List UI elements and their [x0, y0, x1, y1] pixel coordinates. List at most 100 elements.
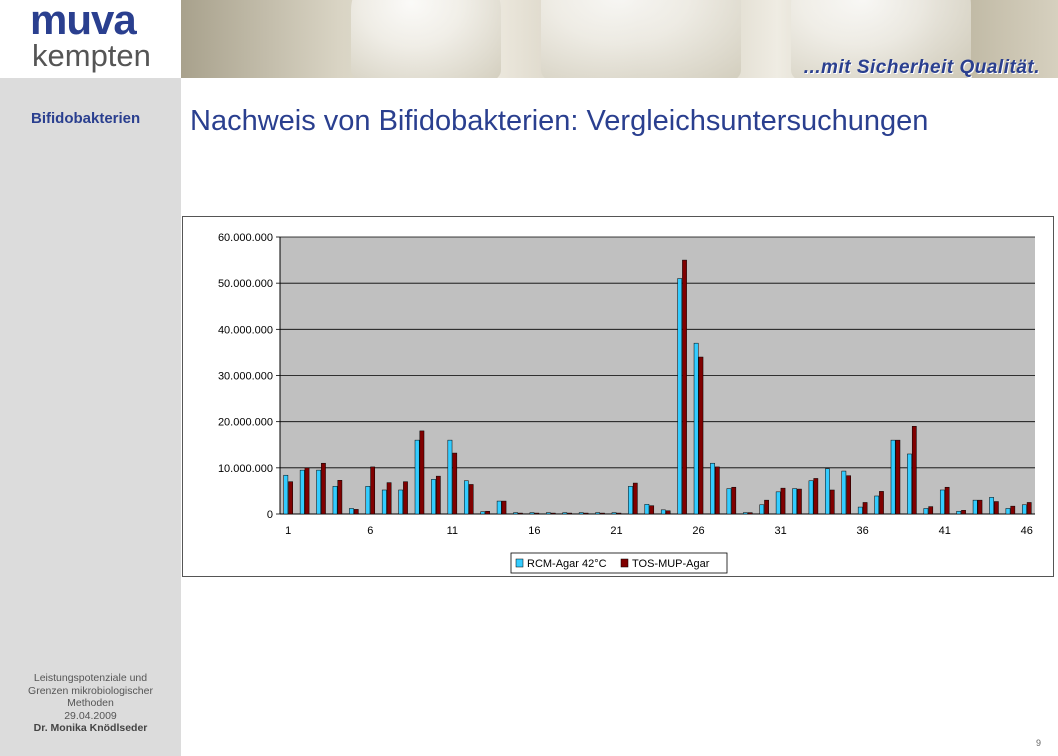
bar-tos-24: [665, 510, 671, 515]
bar-rcm-33: [808, 480, 814, 515]
x-tick-label: 6: [367, 525, 373, 537]
bar-tos-27: [714, 466, 720, 515]
page-title: Nachweis von Bifidobakterien: Vergleichs…: [190, 105, 929, 137]
bar-tos-46: [1026, 502, 1032, 515]
sidebar: [0, 0, 181, 756]
y-tick-label: 40.000.000: [218, 324, 273, 336]
bar-tos-35: [846, 475, 851, 515]
x-tick-label: 1: [285, 525, 291, 537]
bar-rcm-25: [677, 278, 683, 515]
bar-rcm-46: [1022, 504, 1027, 515]
bar-rcm-45: [1005, 508, 1011, 515]
y-tick-label: 10.000.000: [218, 463, 273, 475]
bar-rcm-44: [989, 497, 994, 515]
bar-rcm-14: [496, 500, 502, 515]
bar-rcm-18: [562, 512, 568, 515]
x-tick-label: 16: [528, 525, 540, 537]
bar-tos-36: [862, 502, 868, 515]
bar-tos-14: [501, 500, 507, 515]
bar-tos-18: [567, 512, 572, 515]
bar-tos-25: [682, 259, 687, 515]
x-tick-label: 31: [774, 525, 786, 537]
bar-tos-2: [304, 467, 310, 515]
bar-rcm-10: [431, 479, 436, 515]
bar-rcm-17: [546, 512, 551, 515]
footer-author: Dr. Monika Knödlseder: [33, 722, 148, 734]
bar-rcm-19: [578, 512, 584, 515]
bar-tos-26: [698, 356, 704, 515]
bar-tos-12: [468, 484, 474, 515]
bar-tos-6: [370, 466, 376, 515]
bar-rcm-39: [907, 453, 912, 515]
x-tick-label: 41: [939, 525, 951, 537]
bar-rcm-30: [759, 504, 765, 515]
bar-rcm-42: [956, 510, 962, 515]
x-tick-label: 21: [610, 525, 622, 537]
bar-rcm-27: [710, 462, 715, 515]
bar-rcm-43: [972, 499, 978, 515]
bar-tos-20: [600, 512, 605, 515]
bar-rcm-2: [299, 469, 305, 515]
x-tick-label: 11: [447, 525, 458, 537]
bar-rcm-5: [349, 508, 354, 515]
bar-rcm-34: [825, 468, 830, 515]
legend-swatch-tos: [620, 558, 629, 568]
footer-line-3: Methoden: [67, 697, 114, 709]
bar-rcm-7: [381, 489, 387, 515]
bar-tos-5: [353, 509, 359, 515]
bar-rcm-4: [332, 486, 338, 515]
bar-rcm-31: [775, 491, 781, 515]
bar-tos-16: [534, 512, 540, 515]
bar-rcm-13: [480, 511, 486, 515]
bar-rcm-12: [464, 480, 469, 515]
sidebar-footer: Leistungspotenziale und Grenzen mikrobio…: [0, 672, 181, 735]
bar-rcm-20: [595, 512, 601, 515]
bar-rcm-29: [743, 512, 748, 515]
bar-rcm-41: [939, 489, 945, 515]
bar-tos-43: [977, 499, 983, 515]
bar-tos-41: [944, 486, 950, 515]
legend-label-rcm: RCM-Agar 42°C: [527, 558, 607, 570]
bar-rcm-26: [693, 342, 699, 515]
bar-rcm-28: [726, 488, 732, 515]
bar-rcm-21: [611, 512, 617, 515]
bar-tos-8: [403, 481, 408, 515]
bar-tos-11: [452, 452, 458, 515]
y-tick-label: 0: [267, 509, 273, 521]
footer-date: 29.04.2009: [64, 709, 117, 722]
bar-tos-19: [583, 512, 589, 515]
bar-rcm-40: [923, 508, 929, 515]
y-tick-label: 30.000.000: [218, 371, 273, 383]
bar-tos-38: [895, 439, 901, 515]
bar-tos-15: [518, 512, 523, 515]
bar-rcm-1: [283, 474, 289, 515]
bar-tos-10: [435, 475, 441, 515]
x-tick-label: 26: [692, 525, 704, 537]
x-tick-label: 46: [1021, 525, 1033, 537]
y-tick-label: 50.000.000: [218, 278, 273, 290]
bar-tos-9: [419, 430, 425, 515]
y-tick-label: 60.000.000: [218, 232, 273, 244]
bar-rcm-32: [792, 488, 797, 515]
legend-label-tos: TOS-MUP-Agar: [632, 558, 710, 570]
page-number: 9: [1036, 738, 1042, 748]
chart-frame: 0 10.000.000 20.000.000 30.000.000 40.000.00…: [182, 216, 1054, 577]
legend: [510, 552, 728, 574]
bar-rcm-37: [874, 495, 880, 515]
bar-tos-45: [1010, 505, 1016, 515]
bar-tos-44: [994, 501, 999, 515]
bar-tos-13: [485, 510, 490, 515]
bar-rcm-38: [890, 439, 896, 515]
logo-text-kempten: kempten: [32, 38, 151, 73]
bar-rcm-8: [398, 489, 404, 515]
bar-tos-21: [616, 512, 622, 515]
bar-rcm-23: [644, 504, 650, 515]
footer-line-1: Leistungspotenziale und: [33, 672, 148, 684]
bar-tos-30: [764, 499, 769, 515]
bar-rcm-9: [414, 439, 420, 515]
y-tick-label: 20.000.000: [218, 417, 273, 429]
bar-chart: 0 10.000.000 20.000.000 30.000.000 40.000.00…: [218, 232, 1035, 574]
bar-tos-33: [813, 478, 819, 515]
bar-tos-23: [649, 505, 655, 515]
bar-tos-42: [961, 510, 966, 515]
